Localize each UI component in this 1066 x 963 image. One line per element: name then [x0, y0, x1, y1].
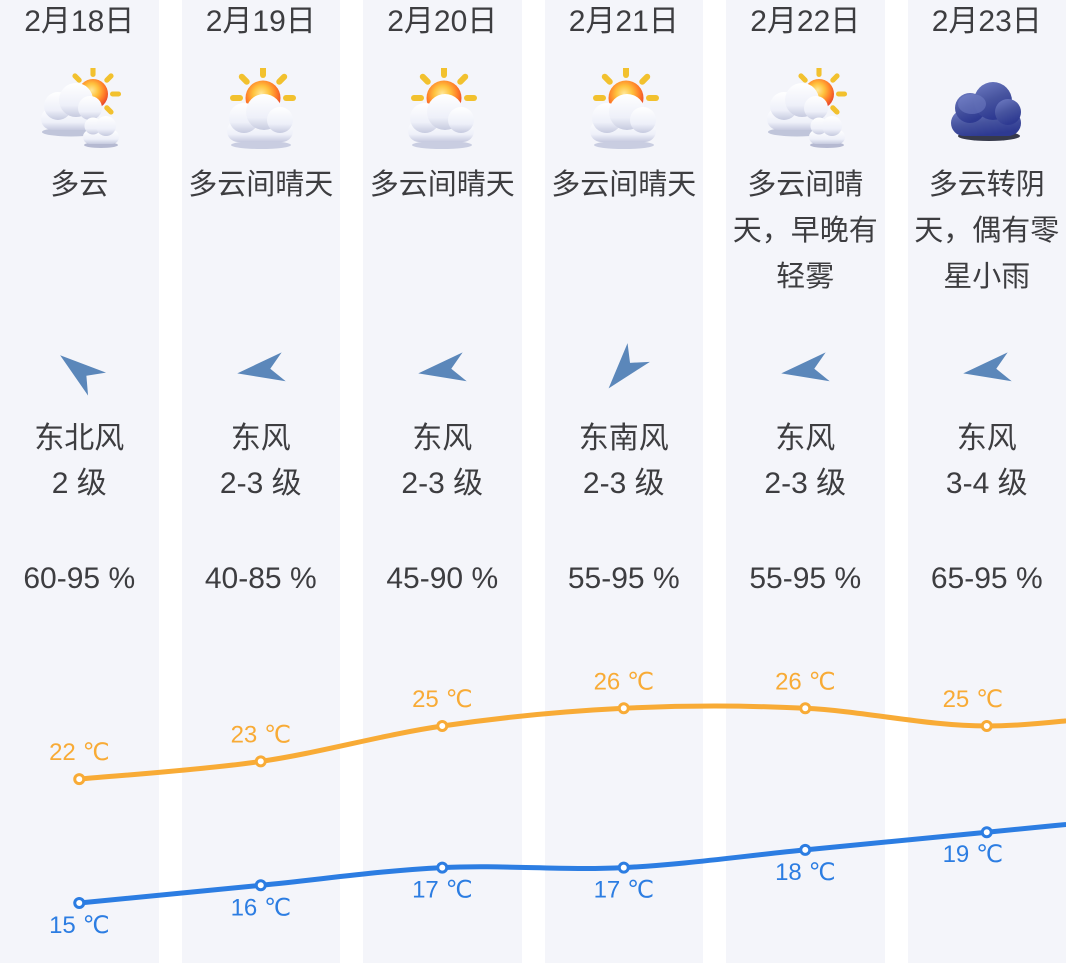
wind-level-label: 2-3 级 — [764, 467, 847, 500]
humidity-range: 60-95 % — [23, 562, 136, 595]
wind-level-label: 2-3 级 — [582, 467, 665, 500]
day-column[interactable]: 2月18日 多云 东北风 2 级 60-95 % — [0, 0, 159, 963]
wind-direction-label: 东风 — [412, 422, 473, 455]
weather-description: 多云转阴 天，偶有零 星小雨 — [914, 169, 1060, 293]
humidity-range: 65-95 % — [930, 562, 1043, 595]
humidity-range: 55-95 % — [749, 562, 862, 595]
wind-level-label: 3-4 级 — [945, 467, 1028, 500]
day-column[interactable]: 2月19日 多云间晴天 东风 2-3 级 40-85 % — [181, 0, 340, 963]
wind-direction-label: 东风 — [775, 422, 836, 455]
date-label: 2月19日 — [205, 5, 316, 38]
wind-level-label: 2 级 — [51, 467, 107, 500]
weather-description: 多云间晴天 — [188, 169, 334, 201]
day-column[interactable]: 2月23日 多云转阴 天，偶有零 星小雨 东风 3-4 级 65-95 % — [907, 0, 1066, 963]
sun-behind-clouds-icon — [757, 68, 853, 156]
humidity-range: 40-85 % — [204, 562, 317, 595]
wind-direction-label: 东风 — [956, 422, 1017, 455]
sun-behind-clouds-icon — [31, 68, 127, 156]
weather-description: 多云 — [50, 169, 109, 201]
day-column[interactable]: 2月21日 多云间晴天 东南风 2-3 级 55-95 % — [544, 0, 703, 963]
wind-arrow-west-icon — [233, 350, 289, 390]
wind-direction-label: 东北风 — [34, 422, 125, 455]
wind-arrow-west-icon — [414, 350, 470, 390]
wind-arrow-northwest-icon — [596, 350, 652, 390]
wind-arrow-west-icon — [959, 350, 1015, 390]
date-label: 2月18日 — [24, 5, 135, 38]
sun-with-cloud-icon — [394, 68, 490, 156]
humidity-range: 45-90 % — [386, 562, 499, 595]
wind-direction-label: 东南风 — [578, 422, 669, 455]
day-column[interactable]: 2月20日 多云间晴天 东风 2-3 级 45-90 % — [363, 0, 522, 963]
wind-level-label: 2-3 级 — [219, 467, 302, 500]
weather-description: 多云间晴天 — [369, 169, 515, 201]
sun-with-cloud-icon — [213, 68, 309, 156]
wind-arrow-southwest-icon — [51, 350, 107, 390]
date-label: 2月22日 — [750, 5, 861, 38]
humidity-range: 55-95 % — [567, 562, 680, 595]
weather-description: 多云间晴天 — [551, 169, 697, 201]
wind-arrow-west-icon — [777, 350, 833, 390]
weather-description: 多云间晴 天，早晚有 轻雾 — [732, 169, 878, 293]
dark-cloud-icon — [939, 68, 1035, 156]
date-label: 2月23日 — [931, 5, 1042, 38]
date-label: 2月21日 — [568, 5, 679, 38]
day-column[interactable]: 2月22日 多云间晴 天，早晚有 轻雾 东风 2-3 级 55-95 % — [726, 0, 885, 963]
wind-direction-label: 东风 — [230, 422, 291, 455]
date-label: 2月20日 — [387, 5, 498, 38]
wind-level-label: 2-3 级 — [401, 467, 484, 500]
sun-with-cloud-icon — [576, 68, 672, 156]
